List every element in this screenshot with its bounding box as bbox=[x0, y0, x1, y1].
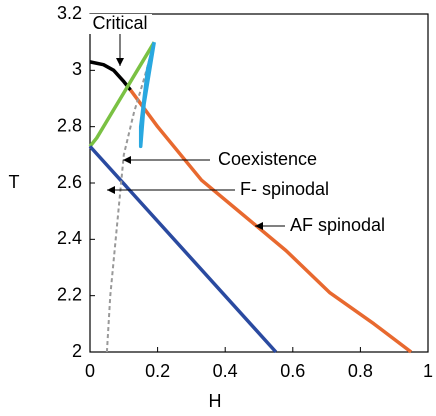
annotation: Coexistence bbox=[218, 149, 317, 169]
x-axis-label: H bbox=[209, 391, 222, 411]
line bbox=[88, 41, 156, 148]
line bbox=[88, 145, 278, 354]
y-tick-label: 3.2 bbox=[57, 3, 82, 23]
annotation: F- spinodal bbox=[240, 179, 329, 199]
annotation-bg bbox=[88, 14, 152, 34]
x-tick-label: 1 bbox=[423, 361, 433, 381]
line bbox=[129, 89, 413, 354]
line bbox=[105, 41, 156, 353]
annotation: Critical bbox=[92, 13, 147, 33]
y-tick-label: 2.4 bbox=[57, 228, 82, 248]
y-tick-label: 2.2 bbox=[57, 284, 82, 304]
y-tick-label: 2.6 bbox=[57, 172, 82, 192]
y-axis-label: T bbox=[9, 172, 20, 192]
y-tick-label: 2 bbox=[72, 341, 82, 361]
x-tick-label: 0.4 bbox=[213, 361, 238, 381]
x-tick-label: 0.8 bbox=[348, 361, 373, 381]
annotation: AF spinodal bbox=[290, 215, 385, 235]
line bbox=[138, 41, 156, 149]
x-tick-label: 0.6 bbox=[280, 361, 305, 381]
line bbox=[89, 60, 132, 92]
y-tick-label: 3 bbox=[72, 59, 82, 79]
x-tick-label: 0.2 bbox=[145, 361, 170, 381]
y-tick-label: 2.8 bbox=[57, 115, 82, 135]
x-tick-label: 0 bbox=[85, 361, 95, 381]
